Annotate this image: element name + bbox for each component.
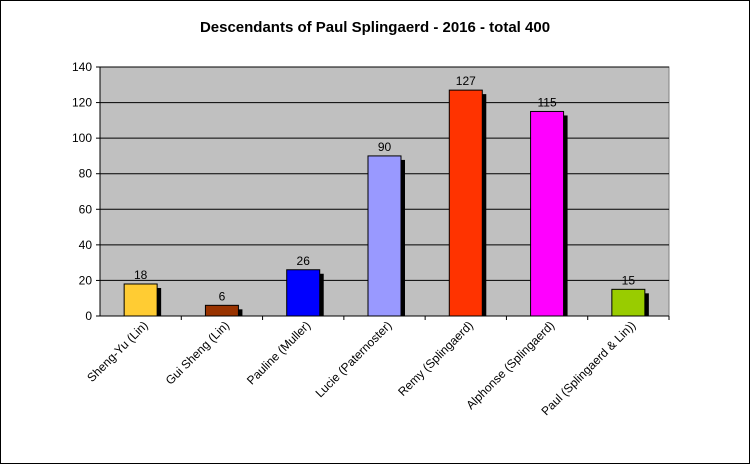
bar bbox=[367, 155, 402, 317]
data-label: 15 bbox=[622, 273, 636, 287]
x-tick-label: Paul (Splingaerd & Lin)) bbox=[538, 318, 638, 418]
y-tick-label: 60 bbox=[79, 202, 93, 216]
bar bbox=[286, 269, 321, 317]
y-tick-label: 100 bbox=[72, 131, 92, 145]
bar bbox=[448, 89, 483, 317]
x-tick-label: Sheng-Yu (Lin) bbox=[84, 318, 151, 385]
data-label: 26 bbox=[297, 254, 311, 268]
chart-title: Descendants of Paul Splingaerd - 2016 - … bbox=[199, 19, 551, 36]
y-tick-label: 40 bbox=[79, 238, 93, 252]
y-tick-label: 120 bbox=[72, 96, 92, 110]
data-label: 115 bbox=[538, 95, 557, 109]
data-label: 127 bbox=[456, 74, 476, 88]
data-label: 18 bbox=[134, 268, 148, 282]
bar bbox=[204, 304, 239, 317]
x-tick-label: Pauline (Muller) bbox=[244, 318, 313, 387]
x-tick-label: Gui Sheng (Lin) bbox=[163, 318, 232, 387]
y-tick-label: 80 bbox=[79, 167, 93, 181]
data-label: 90 bbox=[378, 140, 392, 154]
y-tick-label: 0 bbox=[85, 309, 92, 323]
data-label: 6 bbox=[219, 289, 226, 303]
y-tick-label: 140 bbox=[72, 60, 92, 74]
bar bbox=[123, 283, 158, 317]
x-tick-label: Remy (Splingaerd) bbox=[395, 318, 476, 399]
bar bbox=[530, 110, 565, 317]
bar bbox=[611, 288, 646, 317]
x-tick-label: Lucie (Paternoster) bbox=[313, 318, 395, 400]
x-tick-label: Alphonse (Splingaerd) bbox=[463, 318, 557, 412]
y-tick-label: 20 bbox=[79, 273, 93, 287]
